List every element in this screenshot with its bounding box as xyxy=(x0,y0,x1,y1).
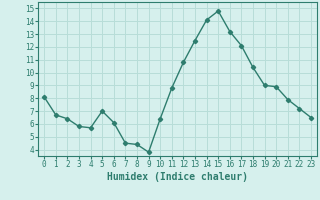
X-axis label: Humidex (Indice chaleur): Humidex (Indice chaleur) xyxy=(107,172,248,182)
